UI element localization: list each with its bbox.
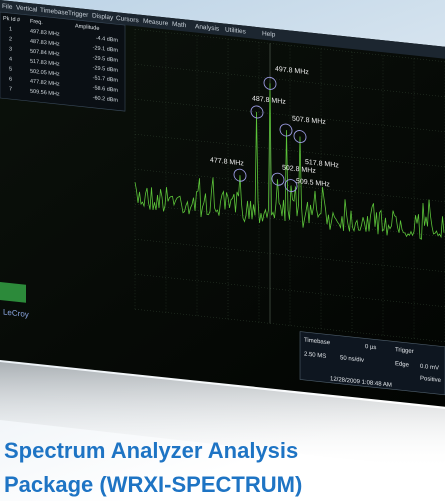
status-box xyxy=(299,331,445,396)
table-cell: 487.83 MHz xyxy=(30,39,60,48)
menu-item: Measure xyxy=(143,18,169,28)
table-cell: 4 xyxy=(9,56,12,62)
title-line: Spectrum Analyzer Analysis xyxy=(4,438,298,463)
peak-marker xyxy=(233,168,247,182)
grid-line xyxy=(135,168,445,203)
table-cell: 3 xyxy=(9,46,12,52)
peak-table-bg xyxy=(0,11,126,112)
table-cell: 5 xyxy=(9,66,12,72)
peak-label: 507.8 MHz xyxy=(292,116,326,127)
status-mode: Edge xyxy=(395,361,410,369)
screen: File Vertical Timebase Trigger Display Cursor… xyxy=(0,0,445,407)
status-delay: 0 µs xyxy=(365,344,376,351)
table-cell: -58.6 dBm xyxy=(93,85,119,94)
grid-line xyxy=(135,203,445,238)
peak-label: 497.8 MHz xyxy=(275,66,309,77)
table-cell: 497.83 MHz xyxy=(30,29,60,38)
peak-marker xyxy=(271,172,285,186)
table-cell: 517.83 MHz xyxy=(30,59,60,68)
status-div: 50 ns/div xyxy=(340,355,364,364)
table-header: Pk Id # xyxy=(3,16,21,24)
table-cell: -4.4 dBm xyxy=(96,36,119,44)
peak-marker xyxy=(263,76,277,90)
table-cell: -60.2 dBm xyxy=(93,95,119,104)
menu-item: File xyxy=(2,3,13,11)
grid-line xyxy=(135,28,445,63)
menu-item: Cursors xyxy=(116,15,139,24)
grid-line xyxy=(135,98,445,133)
status-timebase: Timebase xyxy=(304,338,331,347)
menu-item: Trigger xyxy=(68,10,89,19)
peak-label: 487.8 MHz xyxy=(252,95,286,106)
table-cell: -29.5 dBm xyxy=(93,65,119,74)
table-cell: 7 xyxy=(9,86,12,92)
grid-line xyxy=(135,133,445,168)
reflection xyxy=(0,362,445,470)
peak-label: 477.8 MHz xyxy=(210,157,244,168)
table-cell: 2 xyxy=(9,36,12,42)
grid-line xyxy=(135,273,445,308)
menu-item: Analysis xyxy=(195,23,220,33)
table-header: Freq. xyxy=(30,19,43,26)
menu-bar xyxy=(0,0,445,59)
table-cell: -29.1 dBm xyxy=(93,45,119,54)
peak-label: 517.8 MHz xyxy=(305,159,339,170)
peak-label: 509.5 MHz xyxy=(296,178,330,189)
brand: LeCroy xyxy=(3,307,29,319)
peak-marker xyxy=(293,130,307,144)
table-cell: 509.56 MHz xyxy=(30,89,60,98)
peak-marker xyxy=(284,179,298,193)
menu-item: Vertical xyxy=(16,4,38,13)
table-cell: 502.05 MHz xyxy=(30,69,60,78)
table-cell: -29.5 dBm xyxy=(93,55,119,64)
menu-item: Display xyxy=(92,12,114,21)
menu-item: Help xyxy=(262,30,276,38)
status-level: 0.0 mV xyxy=(420,364,439,372)
status-trigger: Trigger xyxy=(395,347,414,355)
spectrum-trace xyxy=(134,83,445,240)
menu-item: Utilities xyxy=(225,26,247,35)
peak-marker xyxy=(250,105,264,119)
grid-line xyxy=(135,238,445,273)
title-line: Package (WRXI-SPECTRUM) xyxy=(4,472,302,497)
channel-badge xyxy=(0,282,26,303)
peak-marker xyxy=(279,123,293,137)
grid-line xyxy=(135,63,445,98)
table-cell: 6 xyxy=(9,76,12,82)
menu-item: Math xyxy=(172,21,187,30)
table-header: Amplitude xyxy=(75,23,99,32)
table-cell: -51.7 dBm xyxy=(93,75,119,84)
menu-item: Timebase xyxy=(40,7,69,17)
table-cell: 507.84 MHz xyxy=(30,49,60,58)
status-slope: Positive xyxy=(420,376,442,384)
table-cell: 477.82 MHz xyxy=(30,79,60,88)
table-cell: 1 xyxy=(9,26,12,32)
status-rate: 2.50 MS xyxy=(304,352,326,360)
peak-label: 502.8 MHz xyxy=(282,165,316,176)
grid xyxy=(134,28,445,343)
grid-line xyxy=(135,308,445,343)
